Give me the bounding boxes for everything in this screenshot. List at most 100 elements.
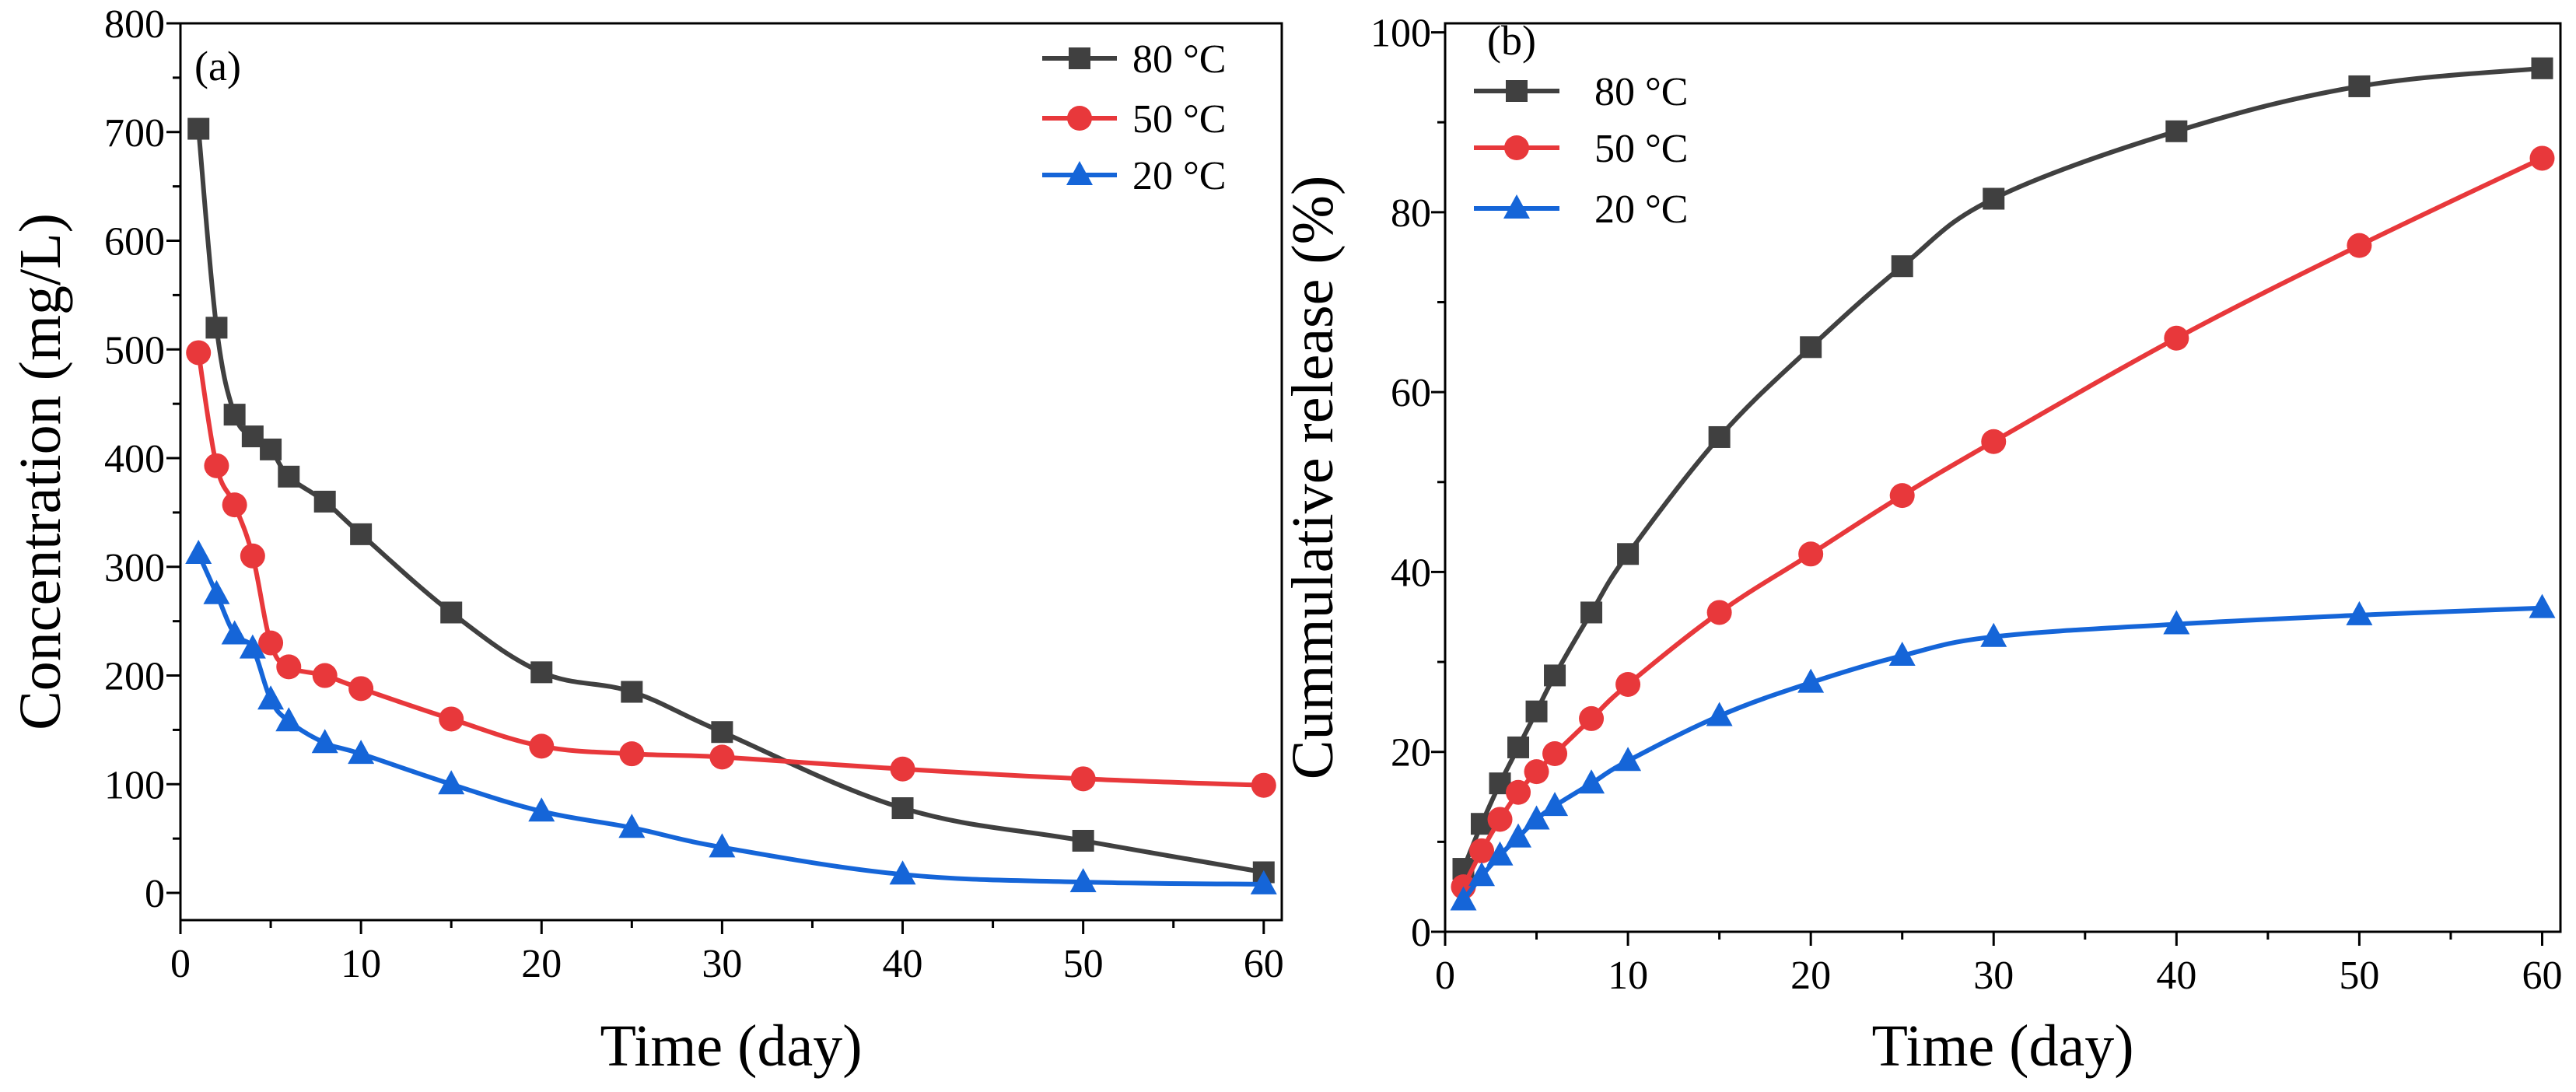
data-point: [1542, 741, 1568, 767]
y-tick-label: 600: [104, 220, 165, 264]
legend-marker: [1069, 47, 1090, 69]
y-tick-label: 80: [1391, 191, 1431, 236]
data-point: [2531, 57, 2553, 79]
y-tick-label: 100: [104, 763, 165, 807]
panel-label: (b): [1487, 17, 1536, 64]
data-point: [1617, 543, 1640, 565]
data-point: [1072, 829, 1094, 852]
legend-entry: 20 °C: [1474, 187, 1688, 232]
series-square: [1452, 57, 2553, 880]
data-point: [1544, 664, 1566, 687]
series-line: [196, 552, 1264, 887]
data-point: [348, 676, 374, 702]
data-point: [221, 620, 248, 645]
y-tick-label: 800: [104, 2, 165, 47]
data-point: [239, 634, 266, 659]
data-point: [1580, 601, 1603, 624]
data-point: [1578, 769, 1605, 794]
data-point: [1891, 255, 1913, 278]
chart-panel-b: 0 10 20 30 40 50 60 0 20 40 60 80 100 Time (day) Cummu…: [1280, 12, 2562, 1079]
panel-label: (a): [194, 43, 241, 89]
x-tick-label: 10: [1608, 954, 1648, 998]
data-point: [1069, 868, 1097, 893]
plot-frame: [1444, 22, 2562, 933]
legend-marker: [1504, 135, 1529, 160]
data-point: [260, 438, 282, 460]
data-point: [1889, 483, 1915, 509]
legend-entry: 20 °C: [1042, 154, 1226, 198]
data-point: [619, 741, 645, 767]
legend-entry: 50 °C: [1474, 127, 1688, 171]
legend-label: 20 °C: [1594, 187, 1688, 232]
x-tick-label: 60: [1244, 942, 1284, 986]
data-point: [2347, 233, 2372, 258]
data-point: [1468, 862, 1496, 887]
data-point: [1250, 870, 1277, 894]
x-tick-label: 60: [2522, 954, 2562, 998]
legend-marker: [1067, 106, 1092, 131]
data-point: [203, 579, 230, 604]
series-circle: [1451, 145, 2555, 900]
data-point: [313, 490, 336, 513]
data-point: [1523, 805, 1550, 830]
data-point: [223, 404, 246, 426]
series-circle: [186, 340, 1276, 798]
x-tick-label: 50: [1063, 942, 1104, 986]
legend-label: 20 °C: [1132, 154, 1226, 198]
x-tick-label: 50: [2339, 954, 2379, 998]
data-point: [1070, 766, 1096, 792]
data-point: [1706, 600, 1732, 625]
y-tick-label: 500: [104, 328, 165, 373]
y-axis-title: Cummulative release (%): [1280, 176, 1346, 780]
legend-marker: [1503, 194, 1530, 219]
data-point: [348, 740, 375, 765]
data-point: [438, 770, 465, 795]
x-tick-label: 0: [170, 942, 191, 986]
y-tick-label: 700: [104, 111, 165, 156]
y-tick-label: 40: [1391, 551, 1431, 595]
data-point: [890, 756, 915, 782]
data-point: [1615, 671, 1641, 697]
legend-label: 50 °C: [1132, 97, 1226, 142]
data-point: [312, 663, 338, 688]
data-point: [1800, 336, 1822, 359]
legend-label: 80 °C: [1594, 70, 1688, 114]
data-point: [350, 523, 373, 545]
data-point: [1524, 759, 1549, 785]
x-tick-label: 0: [1435, 954, 1455, 998]
y-tick-label: 0: [145, 872, 165, 916]
data-point: [709, 744, 735, 770]
data-point: [187, 117, 210, 140]
data-point: [2164, 325, 2189, 351]
data-point: [1888, 641, 1916, 666]
legend-marker: [1066, 161, 1093, 185]
data-point: [2529, 593, 2556, 618]
data-point: [1469, 838, 1495, 863]
series-line: [196, 352, 1264, 788]
data-point: [1486, 841, 1514, 866]
y-tick-label: 0: [1411, 911, 1431, 955]
legend-entry: 80 °C: [1474, 70, 1688, 114]
data-point: [1981, 429, 2007, 454]
chart-panel-a: 0 10 20 30 40 50 600100200300400500600700800Ti…: [8, 2, 1284, 1079]
x-tick-label: 20: [1790, 954, 1831, 998]
data-point: [2346, 600, 2373, 625]
data-point: [185, 540, 212, 565]
y-tick-label: 400: [104, 437, 165, 481]
data-point: [1251, 772, 1276, 798]
legend-marker: [1506, 80, 1528, 102]
data-point: [205, 317, 228, 339]
data-point: [186, 340, 212, 366]
series-triangle: [1450, 593, 2556, 911]
x-tick-label: 30: [702, 942, 742, 986]
y-tick-label: 200: [104, 655, 165, 699]
y-axis-title: Concentration (mg/L): [8, 213, 73, 730]
series-square: [187, 117, 1275, 884]
legend-entry: 50 °C: [1042, 97, 1226, 142]
data-point: [2348, 75, 2371, 97]
data-point: [257, 685, 285, 710]
data-point: [440, 601, 463, 624]
data-point: [276, 654, 302, 680]
data-point: [1797, 668, 1825, 693]
